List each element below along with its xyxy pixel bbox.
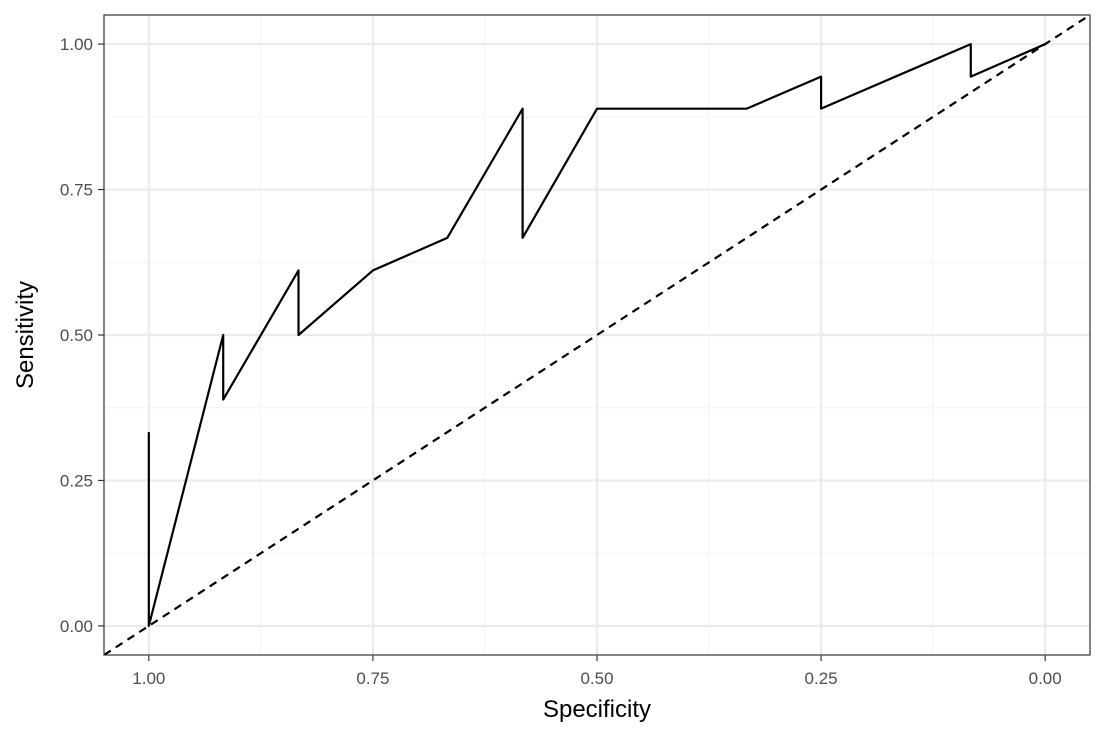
y-tick-label: 0.25	[60, 471, 93, 490]
roc-curve-line	[147, 42, 1046, 628]
x-tick-label: 0.75	[356, 669, 389, 688]
x-tick-label: 1.00	[132, 669, 165, 688]
y-tick-label: 0.50	[60, 326, 93, 345]
x-tick-label: 0.25	[805, 669, 838, 688]
x-axis-title: Specificity	[543, 696, 651, 723]
series-layer	[104, 15, 1090, 655]
y-tick-label: 0.00	[60, 617, 93, 636]
x-tick-label: 0.50	[580, 669, 613, 688]
x-tick-label: 0.00	[1029, 669, 1062, 688]
x-axis-ticks: 1.00 0.75 0.50 0.25 0.00	[132, 655, 1062, 688]
y-axis-ticks: 0.00 0.25 0.50 0.75 1.00	[60, 35, 104, 636]
y-axis-title: Sensitivity	[12, 281, 39, 389]
y-tick-label: 1.00	[60, 35, 93, 54]
y-tick-label: 0.75	[60, 181, 93, 200]
grid-major	[104, 15, 1090, 655]
